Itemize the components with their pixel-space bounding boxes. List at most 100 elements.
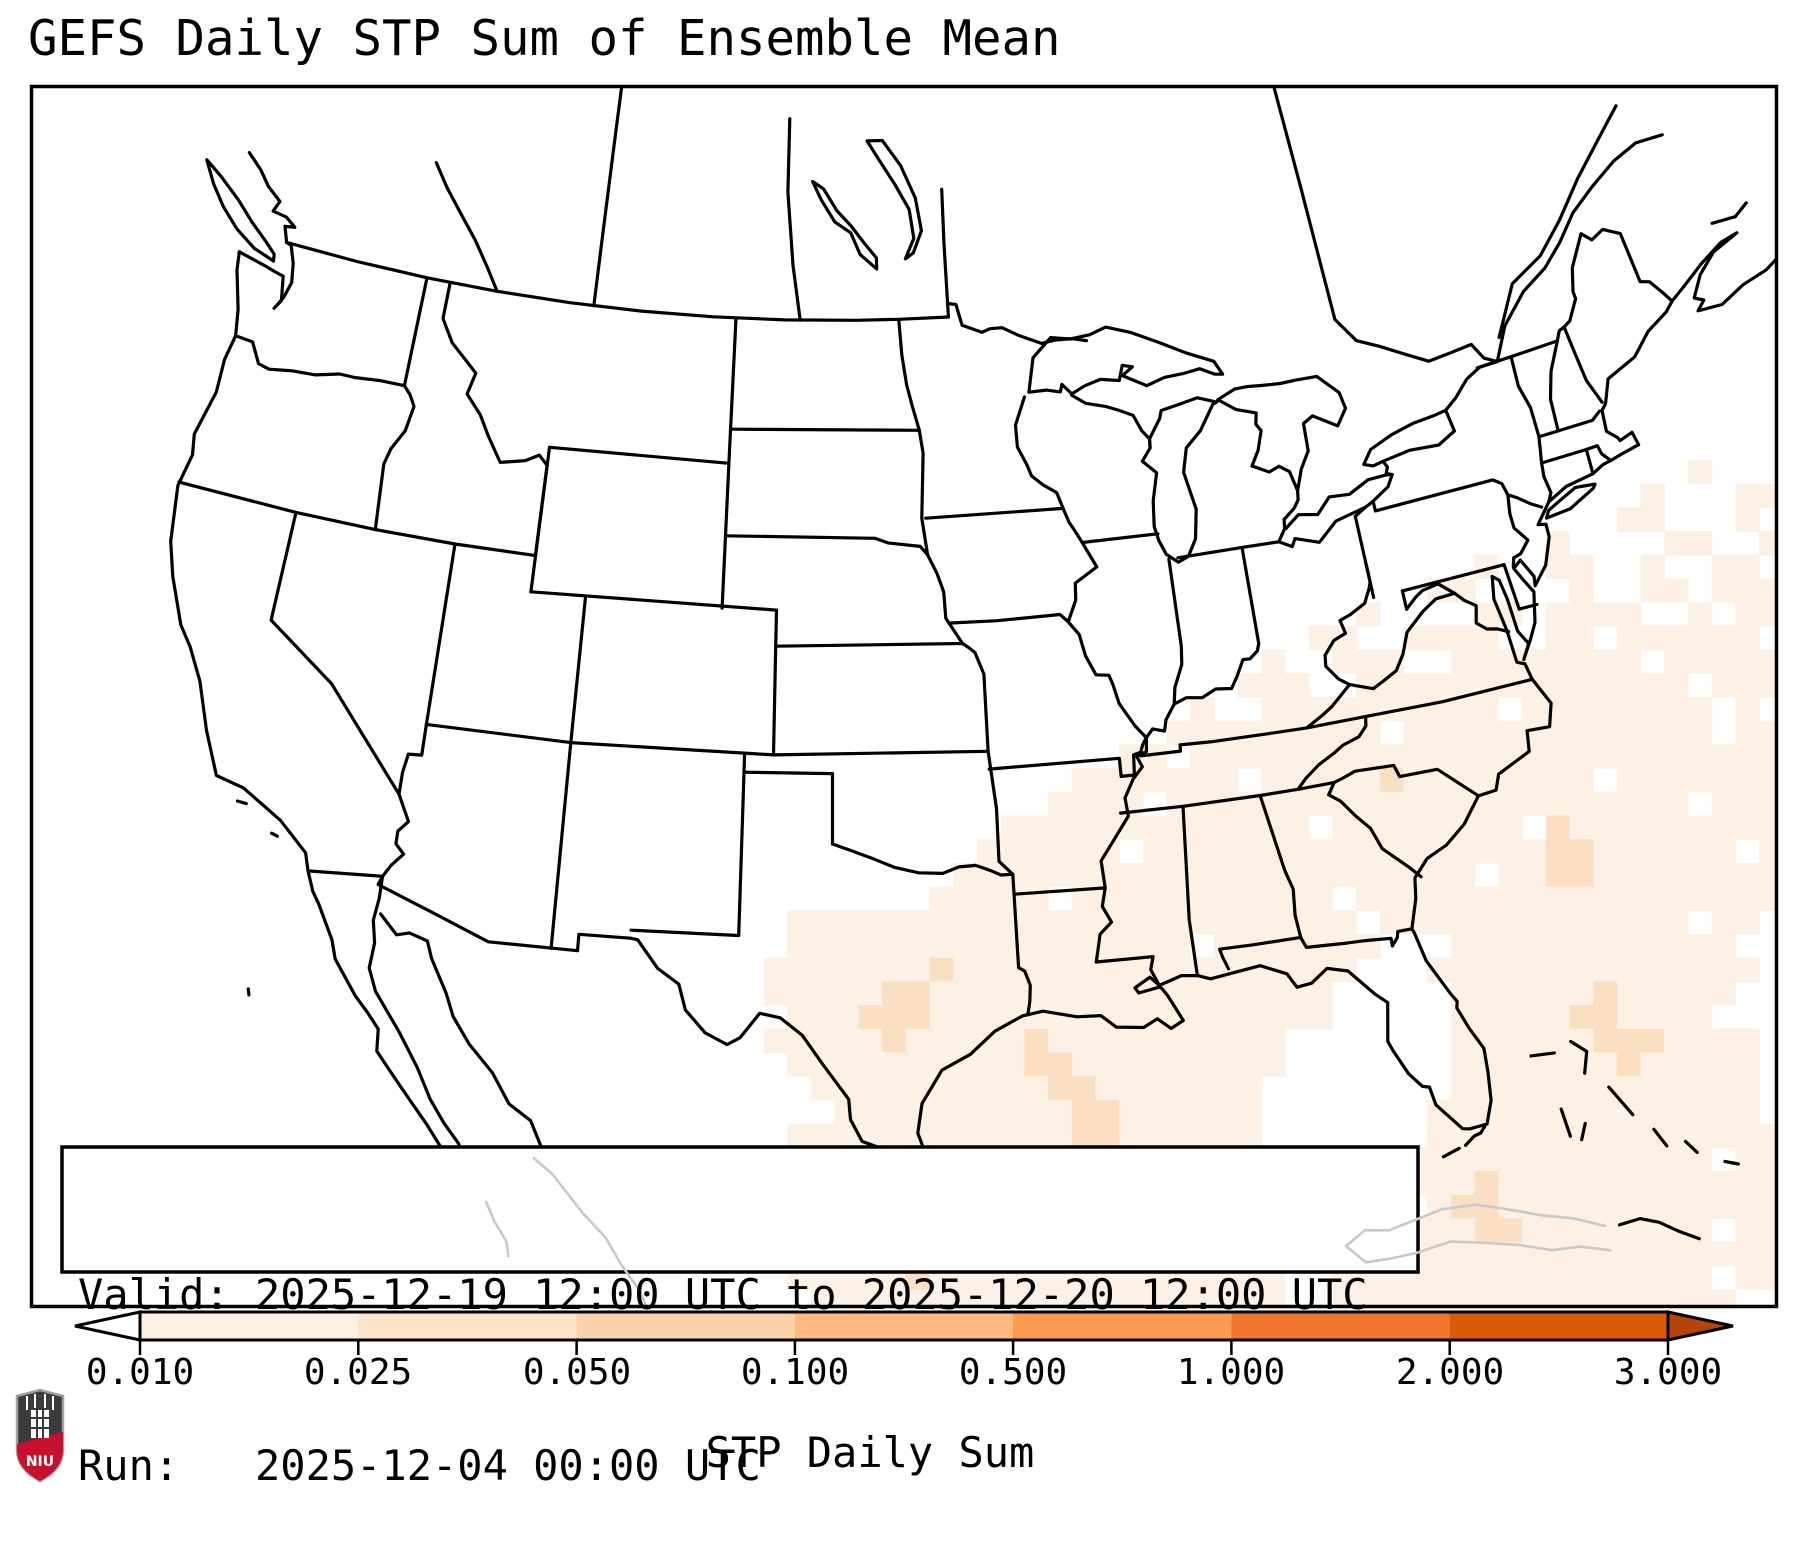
stp-heatmap-cell (1664, 1052, 1689, 1077)
colorbar-tick-label: 0.500 (958, 1352, 1068, 1393)
stp-heatmap-cell (1735, 1242, 1760, 1267)
stp-heatmap-cell (1237, 839, 1262, 864)
stp-heatmap-cell (882, 1123, 907, 1148)
stp-heatmap-cell (1593, 1242, 1618, 1267)
stp-heatmap-cell (1735, 625, 1760, 651)
border-line (1240, 548, 1261, 645)
stp-heatmap-cell (953, 886, 978, 911)
stp-heatmap-cell (1071, 768, 1097, 793)
stp-heatmap-cell (763, 957, 788, 982)
stp-heatmap-cell (1664, 1147, 1689, 1172)
stp-heatmap-cell (1071, 981, 1097, 1006)
stp-heatmap-cell (1735, 602, 1760, 627)
border-line (1094, 736, 1149, 964)
stp-heatmap-cell (1190, 1028, 1215, 1054)
stp-heatmap-cell (858, 934, 883, 959)
stp-heatmap-cell (1735, 1218, 1760, 1243)
border-line (1362, 408, 1456, 468)
stp-heatmap-cell (929, 886, 954, 911)
stp-heatmap-cell (1000, 1099, 1025, 1125)
colorbar-segment (140, 1312, 359, 1340)
border-line (897, 317, 921, 432)
stp-heatmap-cell (1071, 1076, 1097, 1101)
stp-heatmap-cell (1119, 1028, 1144, 1054)
stp-heatmap-cell (1427, 791, 1452, 817)
stp-heatmap-cell (1498, 1265, 1523, 1291)
colorbar-tick-label: 0.025 (303, 1352, 413, 1393)
stp-heatmap-cell (1285, 886, 1310, 911)
stp-heatmap-cell (1640, 957, 1665, 982)
border-line (441, 281, 549, 467)
stp-heatmap-cell (1711, 957, 1736, 982)
stp-heatmap-cell (1640, 791, 1665, 817)
stp-heatmap-cell (905, 1028, 931, 1054)
stp-heatmap-cell (1569, 815, 1594, 840)
run-time-text: Run: 2025-12-04 00:00 UTC (78, 1441, 761, 1490)
border-line (1607, 1085, 1635, 1117)
stp-heatmap-cell (1356, 934, 1381, 959)
stp-heatmap-cell (1119, 957, 1144, 982)
stp-heatmap-cell (1522, 934, 1547, 959)
stp-heatmap-cell (1166, 1052, 1191, 1077)
info-box (60, 1145, 1420, 1274)
stp-heatmap-cell (1095, 1099, 1120, 1125)
stp-heatmap-cell (1403, 1289, 1428, 1305)
colorbar-axis-label: STP Daily Sum (705, 1428, 1035, 1477)
stp-heatmap-cell (977, 934, 1002, 959)
stp-heatmap-cell (882, 1099, 907, 1125)
stp-heatmap-cell (1166, 768, 1191, 793)
border-line (397, 722, 428, 796)
stp-heatmap-cell (1688, 697, 1713, 722)
stp-heatmap-cell (1593, 1218, 1618, 1243)
stp-heatmap-cell (1688, 1265, 1713, 1291)
stp-heatmap-cell (1119, 1289, 1144, 1305)
stp-heatmap-cell (1569, 720, 1594, 745)
stp-heatmap-cell (1664, 578, 1689, 603)
stp-heatmap-cell (1711, 1194, 1736, 1219)
stp-heatmap-cell (1474, 1242, 1499, 1267)
border-line (960, 641, 990, 753)
stp-heatmap-cell (1000, 1076, 1025, 1101)
stp-heatmap-cell (1711, 1099, 1736, 1125)
stp-heatmap-cell (1593, 910, 1618, 935)
stp-heatmap-cell (929, 934, 954, 959)
stp-heatmap-cell (1664, 1028, 1689, 1054)
stp-heatmap-cell (1261, 981, 1286, 1006)
stp-heatmap-cell (1735, 649, 1760, 674)
stp-heatmap-cell (1190, 815, 1215, 840)
stp-heatmap-cell (1616, 1265, 1642, 1291)
stp-heatmap-cell (1593, 1147, 1618, 1172)
stp-heatmap-cell (1735, 673, 1760, 698)
stp-heatmap-cell (1048, 957, 1073, 982)
stp-heatmap-cell (1474, 1265, 1499, 1291)
colorbar-segment (358, 1312, 578, 1340)
stp-heatmap-cell (1664, 839, 1689, 864)
stp-heatmap-cell (1190, 697, 1215, 722)
border-line (1710, 201, 1748, 225)
colorbar (74, 1310, 1734, 1355)
stp-heatmap-cell (1593, 1005, 1618, 1030)
stp-heatmap-cell (1214, 1028, 1239, 1054)
stp-heatmap-cell (1237, 981, 1262, 1006)
border-line (269, 510, 401, 796)
stp-heatmap-cell (1474, 1147, 1499, 1172)
stp-heatmap-cell (1119, 815, 1144, 840)
stp-heatmap-cell (1474, 957, 1499, 982)
stp-heatmap-cell (1569, 554, 1594, 580)
stp-heatmap-cell (1616, 720, 1642, 745)
stp-heatmap-cell (1616, 957, 1642, 982)
stp-heatmap-cell (1569, 768, 1594, 793)
stp-heatmap-cell (1403, 673, 1428, 698)
stp-heatmap-cell (1640, 507, 1665, 532)
stp-heatmap-cell (1593, 1052, 1618, 1077)
stp-heatmap-cell (858, 1052, 883, 1077)
stp-heatmap-cell (1000, 1028, 1025, 1054)
stp-heatmap-cell (1735, 910, 1760, 935)
stp-heatmap-cell (1119, 1123, 1144, 1148)
stp-heatmap-cell (1640, 1123, 1665, 1148)
stp-heatmap-cell (1688, 531, 1713, 556)
stp-heatmap-cell (1451, 934, 1476, 959)
stp-heatmap-cell (1214, 910, 1239, 935)
border-line (532, 1156, 648, 1305)
border-line (987, 736, 1148, 778)
